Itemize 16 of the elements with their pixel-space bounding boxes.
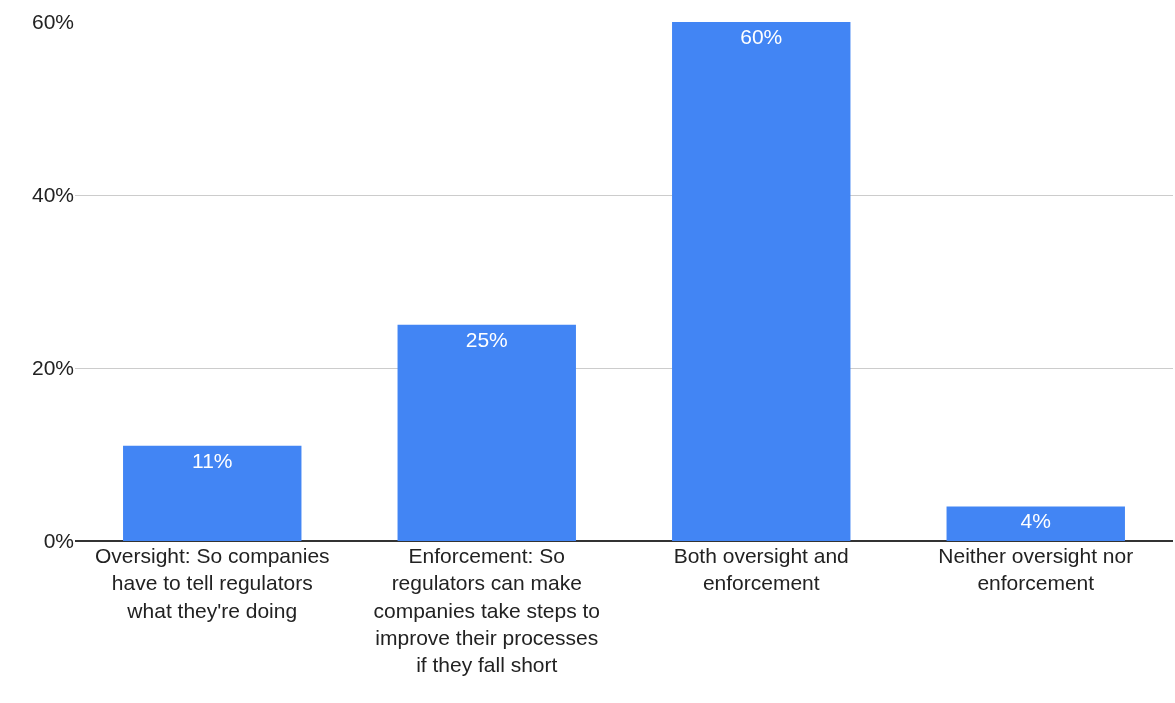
bar xyxy=(397,324,576,541)
y-tick-label: 60% xyxy=(31,10,74,34)
y-tick-label: 0% xyxy=(43,529,74,553)
x-tick-label: Neither oversight nor enforcement xyxy=(938,544,1134,595)
bar xyxy=(123,445,302,541)
data-label: 4% xyxy=(1020,509,1051,533)
x-tick-label: Both oversight and enforcement xyxy=(673,544,849,595)
bar xyxy=(672,22,851,541)
y-tick-label: 40% xyxy=(31,183,74,207)
data-label: 60% xyxy=(740,25,783,48)
x-tick-label: Oversight: So companies have to tell regulators what they're doing xyxy=(94,544,330,622)
y-tick-label: 20% xyxy=(31,356,74,380)
bar xyxy=(946,506,1125,541)
data-label: 25% xyxy=(465,327,508,351)
data-label: 11% xyxy=(192,448,233,472)
x-tick-label: Enforcement: So regulators can make companies take steps to improve their processes if they fall short xyxy=(373,544,600,677)
